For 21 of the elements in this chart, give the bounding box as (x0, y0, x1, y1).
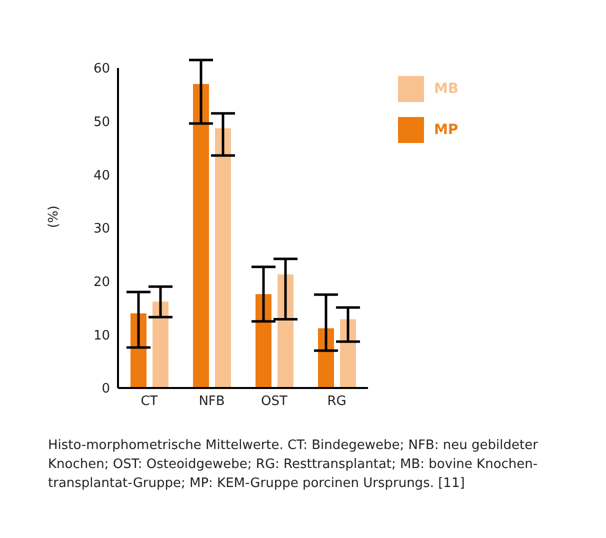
text: Histo-morphometrische Mittelwerte. CT: Bindegewebe; NFB: neu gebildeter Knochen; OST: Osteoidgewebe; RG: Resttransplantat; MB: bovine Knochen-transplantat-Gruppe; MP: KEM-Gruppe porcinen Ursprungs. [11] (48, 437, 539, 493)
x-tick-label: RG (327, 394, 346, 410)
y-tick-label: 60 (93, 62, 110, 77)
bar (215, 128, 231, 388)
y-tick-label: 30 (93, 222, 110, 237)
y-tick-label: 50 (93, 114, 110, 130)
bar (278, 274, 294, 388)
bar (193, 84, 209, 388)
x-tick-label: NFB (198, 394, 225, 410)
bar (340, 319, 356, 388)
legend-label: MP (434, 122, 458, 138)
x-tick-label: OST (261, 394, 288, 410)
y-tick-label: 40 (93, 168, 110, 184)
y-axis-title: (%) (46, 206, 62, 228)
bar (152, 302, 168, 388)
y-tick-label: 0 (102, 382, 110, 397)
bar (256, 294, 272, 388)
x-tick-label: CT (140, 394, 158, 410)
y-tick-label: 20 (93, 274, 110, 290)
y-tick-label: 10 (93, 328, 110, 344)
legend-label: MB (434, 81, 459, 97)
